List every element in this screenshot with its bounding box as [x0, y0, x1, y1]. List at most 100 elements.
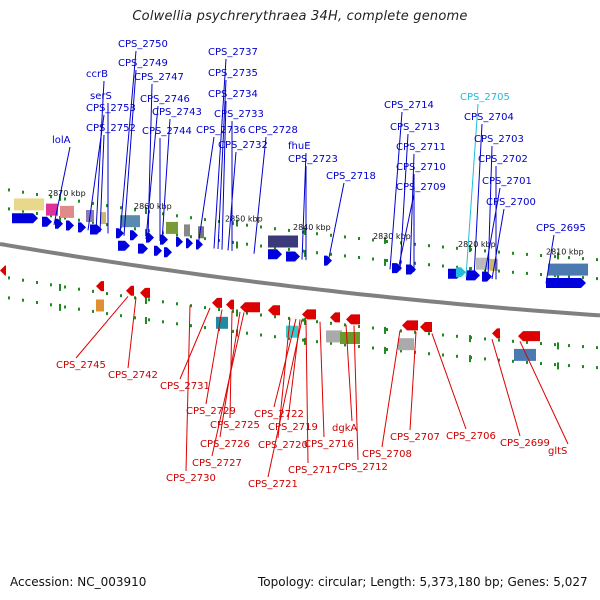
- gene-label-top: CPS_2747: [134, 72, 184, 83]
- tick-mark: [582, 276, 584, 280]
- tick-mark: [512, 339, 514, 343]
- tick-mark: [582, 257, 584, 261]
- leader-line: [399, 133, 409, 271]
- leader-line: [491, 338, 521, 437]
- feature-box: [120, 215, 140, 228]
- tick-mark: [120, 314, 122, 318]
- gene-label-top: CPS_2714: [384, 100, 434, 111]
- gene-label-bottom: CPS_2730: [166, 473, 216, 484]
- tick-mark: [442, 264, 444, 268]
- tick-mark: [260, 244, 262, 248]
- tick-mark: [162, 320, 164, 324]
- tick-mark: [400, 349, 402, 353]
- tick-mark: [78, 307, 80, 311]
- tick-mark: [64, 285, 66, 289]
- forward-gene: [118, 240, 130, 251]
- tick-mark: [302, 318, 304, 322]
- tick-mark: [50, 214, 52, 218]
- kbp-label: 2810 kbp: [546, 247, 584, 256]
- tick-mark: [372, 326, 374, 330]
- leader-line: [431, 333, 467, 430]
- tick-mark: [540, 273, 542, 276]
- kbp-label: 2820 kbp: [458, 240, 496, 249]
- feature-box: [96, 299, 104, 312]
- forward-gene: [186, 238, 193, 249]
- feature-box: [514, 348, 536, 361]
- forward-gene: [176, 236, 183, 247]
- tick-mark: [288, 336, 290, 340]
- gene-label-top: ccrB: [86, 69, 108, 80]
- reverse-gene: [226, 299, 234, 310]
- reverse-gene: [302, 309, 316, 320]
- kbp-tick: [59, 303, 61, 311]
- reverse-gene: [268, 305, 280, 316]
- tick-mark: [498, 338, 500, 342]
- leader-line: [253, 136, 267, 254]
- forward-gene: [546, 278, 586, 288]
- tick-mark: [400, 329, 402, 333]
- kbp-tick: [557, 252, 559, 260]
- tick-mark: [400, 241, 402, 245]
- leader-line: [483, 187, 501, 279]
- leader-line: [345, 324, 353, 422]
- gene-label-bottom: gltS: [548, 446, 567, 457]
- tick-mark: [204, 306, 206, 310]
- tick-mark: [512, 359, 514, 363]
- tick-mark: [274, 246, 276, 250]
- gene-label-top: CPS_2702: [478, 154, 528, 165]
- tick-mark: [582, 345, 584, 349]
- tick-mark: [330, 321, 332, 325]
- gene-label-top: CPS_2710: [396, 162, 446, 173]
- kbp-tick: [384, 258, 386, 266]
- tick-mark: [554, 363, 556, 367]
- tick-mark: [190, 216, 192, 220]
- forward-gene: [12, 213, 38, 224]
- tick-mark: [316, 340, 318, 344]
- forward-gene: [78, 222, 86, 233]
- tick-mark: [414, 242, 416, 246]
- tick-mark: [442, 333, 444, 337]
- kbp-tick: [145, 229, 147, 236]
- kbp-tick: [145, 207, 147, 214]
- reverse-gene: [140, 287, 150, 298]
- gene-label-bottom: CPS_2708: [362, 449, 412, 460]
- gene-label-top: lolA: [52, 135, 71, 146]
- kbp-tick: [469, 245, 471, 253]
- leader-line: [487, 145, 493, 279]
- gene-label-bottom: dgkA: [332, 423, 357, 434]
- forward-gene: [42, 216, 52, 227]
- kbp-tick: [59, 215, 61, 223]
- kbp-tick: [236, 241, 238, 249]
- gene-label-top: CPS_2752: [86, 123, 136, 134]
- tick-mark: [442, 353, 444, 357]
- feature-box: [14, 198, 44, 211]
- tick-mark: [106, 312, 108, 316]
- leader-line: [179, 307, 211, 380]
- tick-mark: [428, 332, 430, 336]
- tick-mark: [372, 238, 374, 242]
- tick-mark: [78, 287, 80, 291]
- forward-gene: [138, 243, 148, 254]
- tick-mark: [316, 232, 318, 236]
- forward-gene: [466, 270, 480, 281]
- tick-mark: [134, 227, 136, 231]
- leader-line: [389, 111, 403, 270]
- feature-box: [198, 226, 204, 239]
- tick-mark: [274, 227, 276, 231]
- kbp-tick: [469, 335, 471, 343]
- tick-mark: [134, 316, 136, 320]
- tick-mark: [386, 240, 388, 243]
- tick-mark: [92, 201, 94, 205]
- gene-label-top: CPS_2744: [142, 126, 192, 137]
- gene-label-bottom: CPS_2721: [248, 479, 298, 490]
- tick-mark: [554, 343, 556, 347]
- leader-line: [519, 341, 569, 445]
- tick-mark: [106, 223, 108, 227]
- tick-mark: [526, 360, 528, 364]
- reverse-gene: [212, 297, 222, 308]
- reverse-gene: [420, 322, 432, 332]
- tick-mark: [274, 335, 276, 339]
- forward-gene: [268, 249, 282, 260]
- genome-backbone: [0, 242, 600, 318]
